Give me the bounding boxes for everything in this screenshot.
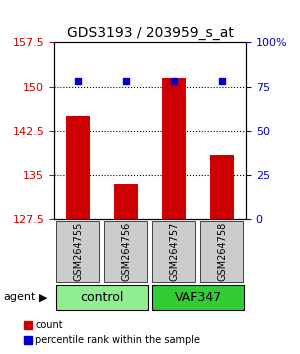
Point [124,79,128,84]
Text: VAF347: VAF347 [174,291,222,304]
Text: GSM264756: GSM264756 [121,222,131,281]
FancyBboxPatch shape [104,221,147,282]
Bar [162,78,186,219]
Bar [210,155,234,219]
Text: GSM264758: GSM264758 [217,222,227,281]
FancyBboxPatch shape [152,285,244,310]
Legend: count, percentile rank within the sample: count, percentile rank within the sample [20,316,204,349]
FancyBboxPatch shape [56,221,99,282]
Text: GSM264755: GSM264755 [73,222,83,281]
FancyBboxPatch shape [56,285,148,310]
Bar [114,184,138,219]
Point [220,79,224,84]
Text: control: control [80,291,124,304]
Bar [66,116,90,219]
Title: GDS3193 / 203959_s_at: GDS3193 / 203959_s_at [67,26,233,40]
Point [172,79,176,84]
Text: ▶: ▶ [39,292,47,302]
Text: GSM264757: GSM264757 [169,222,179,281]
FancyBboxPatch shape [200,221,243,282]
Point [76,79,80,84]
Text: agent: agent [3,292,35,302]
FancyBboxPatch shape [152,221,195,282]
